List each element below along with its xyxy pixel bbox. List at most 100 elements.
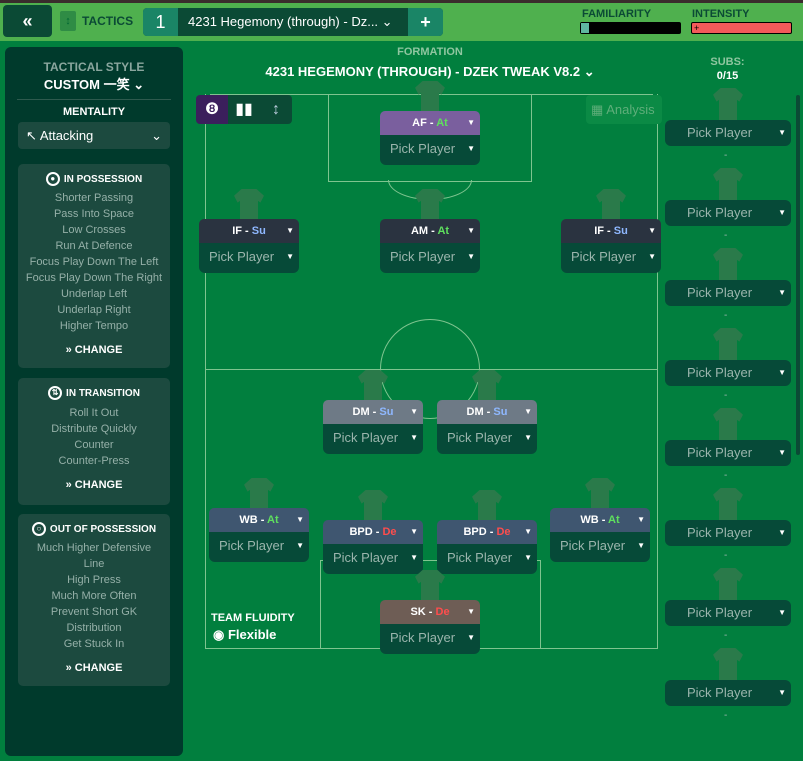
duty: De: [382, 526, 397, 538]
pick-player-dropdown[interactable]: Pick Player ▼: [550, 532, 650, 562]
position-card: IF - Su ▼ Pick Player ▼: [561, 219, 661, 273]
tactics-icon: ↕: [60, 11, 76, 31]
instruction: High Press: [67, 574, 121, 586]
pick-player-dropdown[interactable]: Pick Player ▼: [209, 532, 309, 562]
stats-view-icon[interactable]: ▮▮: [228, 95, 260, 124]
role-selector[interactable]: SK - De ▼: [380, 600, 480, 624]
role-selector[interactable]: BPD - De ▼: [323, 520, 423, 544]
role-selector[interactable]: WB - At ▼: [209, 508, 309, 532]
subs-label: SUBS:: [710, 56, 745, 68]
tactic-name: 4231 Hegemony (through) - Dz...: [188, 14, 379, 29]
pick-player-dropdown[interactable]: Pick Player ▼: [323, 544, 423, 574]
dropdown-arrow-icon: ▼: [410, 433, 418, 442]
sub-pick-player-dropdown[interactable]: Pick Player ▼: [665, 200, 791, 226]
instruction: Shorter Passing: [54, 192, 134, 204]
sub-pick-player-dropdown[interactable]: Pick Player ▼: [665, 680, 791, 706]
pick-player-dropdown[interactable]: Pick Player ▼: [437, 424, 537, 454]
formation-dropdown[interactable]: 4231 HEGEMONY (THROUGH) - DZEK TWEAK V8.…: [265, 64, 595, 79]
role-selector[interactable]: DM - Su ▼: [323, 400, 423, 424]
pick-player-dropdown[interactable]: Pick Player ▼: [199, 243, 299, 273]
role-selector[interactable]: IF - Su ▼: [199, 219, 299, 243]
pick-player-dropdown[interactable]: Pick Player ▼: [323, 424, 423, 454]
intensity-bar[interactable]: +: [691, 22, 792, 34]
role-name: DM: [466, 406, 484, 418]
duty: At: [608, 514, 620, 526]
subs-scrollbar[interactable]: [796, 95, 800, 455]
pick-player-label: Pick Player: [390, 249, 456, 264]
chevron-down-icon: ⌄: [151, 128, 162, 143]
analysis-button[interactable]: ▦ Analysis: [586, 95, 662, 124]
role-selector[interactable]: IF - Su ▼: [561, 219, 661, 243]
shirt-icon: [713, 168, 743, 202]
sub-pick-player-dropdown[interactable]: Pick Player ▼: [665, 280, 791, 306]
team-fluidity-value: ◉ Flexible: [213, 627, 276, 643]
duty: Su: [251, 225, 266, 237]
sub-pick-player-dropdown[interactable]: Pick Player ▼: [665, 520, 791, 546]
dropdown-arrow-icon: ▼: [524, 527, 532, 536]
in-possession-section: ● IN POSSESSION Shorter Passing Pass Into…: [18, 164, 170, 368]
position-card: WB - At ▼ Pick Player ▼: [550, 508, 650, 562]
tactic-selector[interactable]: 1 4231 Hegemony (through) - Dz... ⌄ +: [143, 8, 443, 36]
pick-player-dropdown[interactable]: Pick Player ▼: [561, 243, 661, 273]
change-in-transition-button[interactable]: » CHANGE: [65, 479, 123, 491]
shirt-icon: [713, 248, 743, 282]
duty: Su: [493, 406, 508, 418]
role-selector[interactable]: WB - At ▼: [550, 508, 650, 532]
sub-player-placeholder: -: [724, 230, 728, 241]
tactic-name-dropdown[interactable]: 4231 Hegemony (through) - Dz... ⌄: [178, 14, 408, 30]
intensity-label: INTENSITY: [692, 8, 750, 20]
role-selector[interactable]: AF - At ▼: [380, 111, 480, 135]
pick-player-label: Pick Player: [687, 365, 753, 380]
role-name: AM: [410, 225, 429, 237]
pick-player-label: Pick Player: [571, 249, 637, 264]
view-toggle-group: ❽ ▮▮ ↕: [196, 95, 292, 124]
mentality-value: Attacking: [39, 128, 94, 143]
out-of-possession-section: ○ OUT OF POSSESSION Much Higher Defensive…: [18, 514, 170, 686]
duty: Su: [379, 406, 394, 418]
sub-pick-player-dropdown[interactable]: Pick Player ▼: [665, 600, 791, 626]
tactical-style-dropdown[interactable]: CUSTOM 一笑 ⌄: [43, 77, 145, 92]
familiarity-bar[interactable]: [580, 22, 681, 34]
pick-player-dropdown[interactable]: Pick Player ▼: [380, 243, 480, 273]
sub-pick-player-dropdown[interactable]: Pick Player ▼: [665, 440, 791, 466]
back-button[interactable]: «: [3, 5, 52, 37]
dropdown-arrow-icon: ▼: [637, 541, 645, 550]
defence-icon: ○: [31, 522, 46, 536]
role-selector[interactable]: BPD - De ▼: [437, 520, 537, 544]
role-selector[interactable]: DM - Su ▼: [437, 400, 537, 424]
role-name: DM: [352, 406, 370, 418]
instruction: Focus Play Down The Right: [25, 272, 163, 284]
dropdown-arrow-icon: ▼: [467, 144, 475, 153]
role-selector[interactable]: AM - At ▼: [380, 219, 480, 243]
change-label: CHANGE: [74, 344, 123, 356]
pick-player-dropdown[interactable]: Pick Player ▼: [380, 624, 480, 654]
add-tactic-button[interactable]: +: [408, 8, 443, 36]
position-card: DM - Su ▼ Pick Player ▼: [323, 400, 423, 454]
position-card: SK - De ▼ Pick Player ▼: [380, 600, 480, 654]
role-name: SK: [410, 606, 426, 618]
pick-player-label: Pick Player: [687, 525, 753, 540]
pick-player-dropdown[interactable]: Pick Player ▼: [437, 544, 537, 574]
section-title: IN POSSESSION: [63, 173, 143, 185]
section-title: IN TRANSITION: [66, 387, 140, 399]
tactic-slot-number[interactable]: 1: [143, 8, 178, 36]
instruction: Pass Into Space: [53, 208, 135, 220]
instruction: Much Higher Defensive: [36, 542, 152, 554]
instruction: Roll It Out: [69, 407, 119, 419]
change-out-of-possession-button[interactable]: » CHANGE: [65, 662, 123, 674]
dropdown-arrow-icon: ▼: [296, 541, 304, 550]
mentality-dropdown[interactable]: ↖ Attacking ⌄: [18, 122, 170, 149]
tactic-view-icon[interactable]: ↕: [260, 95, 292, 124]
change-in-possession-button[interactable]: » CHANGE: [65, 344, 123, 356]
target-icon: ◉: [213, 627, 225, 642]
sub-player-placeholder: -: [724, 630, 728, 641]
pick-player-dropdown[interactable]: Pick Player ▼: [380, 135, 480, 165]
dropdown-arrow-icon: ▼: [778, 528, 786, 537]
sub-player-placeholder: -: [724, 150, 728, 161]
duty: De: [496, 526, 511, 538]
sub-pick-player-dropdown[interactable]: Pick Player ▼: [665, 360, 791, 386]
in-transition-section: ⇅ IN TRANSITION Roll It Out Distribute Qu…: [18, 378, 170, 505]
dropdown-arrow-icon: ▼: [296, 515, 304, 524]
player-view-icon[interactable]: ❽: [196, 95, 228, 124]
sub-pick-player-dropdown[interactable]: Pick Player ▼: [665, 120, 791, 146]
